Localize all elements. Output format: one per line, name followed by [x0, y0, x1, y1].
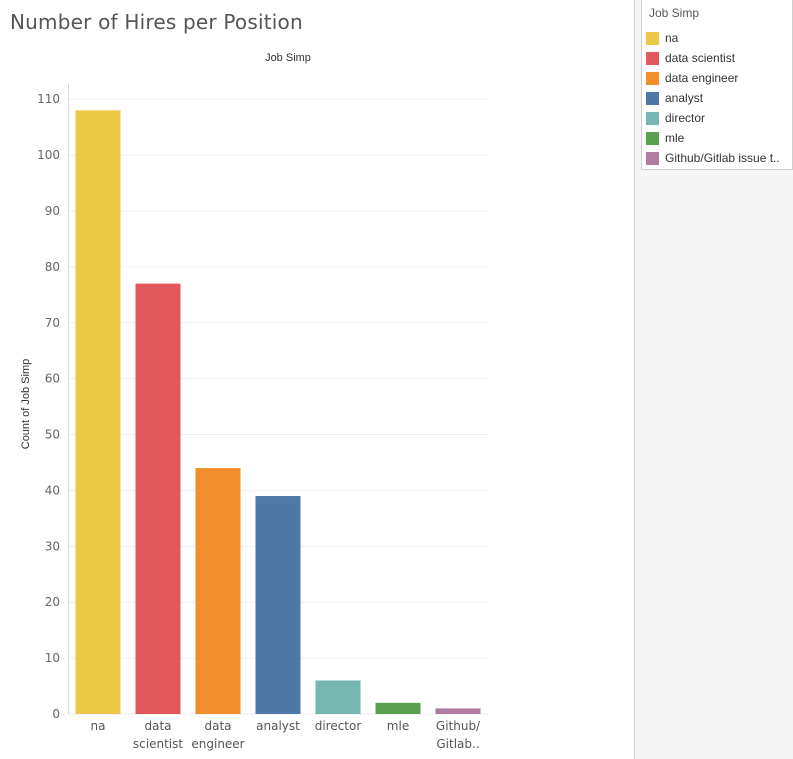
bar-mle[interactable] — [375, 702, 421, 714]
y-tick-label: 50 — [45, 428, 60, 442]
legend-swatch — [646, 52, 659, 65]
legend-swatch — [646, 32, 659, 45]
y-tick-label: 0 — [52, 707, 60, 721]
legend-swatch — [646, 132, 659, 145]
legend-title: Job Simp — [649, 6, 700, 20]
chart-title: Number of Hires per Position — [10, 10, 303, 34]
bar-na[interactable] — [75, 110, 121, 715]
legend-label: Github/Gitlab issue t.. — [665, 151, 780, 165]
x-tick-label: data — [144, 719, 171, 733]
bar-director[interactable] — [315, 680, 361, 714]
x-tick-label: scientist — [133, 737, 183, 751]
legend-label: data engineer — [665, 71, 739, 85]
legend-swatch — [646, 72, 659, 85]
y-tick-label: 70 — [45, 316, 60, 330]
legend-item[interactable]: data scientist — [646, 51, 793, 66]
legend-label: na — [665, 31, 679, 45]
x-tick-label: mle — [387, 719, 409, 733]
legend-item[interactable]: na — [646, 31, 793, 46]
y-tick-label: 10 — [45, 651, 60, 665]
legend[interactable]: Job Simp na data scientist data engineer an… — [641, 0, 793, 170]
legend-label: mle — [665, 131, 685, 145]
x-tick-label: Github/ — [436, 719, 481, 733]
panel-divider — [634, 0, 635, 759]
y-tick-label: 20 — [45, 595, 60, 609]
x-tick-label: director — [315, 719, 362, 733]
y-tick-label: 60 — [45, 372, 60, 386]
legend-swatch — [646, 112, 659, 125]
x-tick-label: na — [91, 719, 106, 733]
y-axis-label: Count of Job Simp — [20, 359, 32, 450]
y-tick-label: 30 — [45, 539, 60, 553]
bar-analyst[interactable] — [255, 496, 301, 714]
legend-item[interactable]: analyst — [646, 91, 793, 106]
y-tick-label: 80 — [45, 260, 60, 274]
legend-swatch — [646, 92, 659, 105]
y-tick-label: 100 — [37, 148, 60, 162]
legend-swatch — [646, 152, 659, 165]
x-tick-label: Gitlab.. — [436, 737, 479, 751]
bar-data-scientist[interactable] — [135, 283, 181, 714]
legend-item[interactable]: data engineer — [646, 71, 793, 86]
legend-item[interactable]: Github/Gitlab issue t.. — [646, 151, 793, 166]
y-tick-label: 110 — [37, 92, 60, 106]
x-tick-label: data — [204, 719, 231, 733]
legend-label: director — [665, 111, 706, 125]
legend-item[interactable]: mle — [646, 131, 793, 146]
bar-data-engineer[interactable] — [195, 468, 241, 714]
bar-github-gitlab-issue-t-[interactable] — [435, 708, 481, 714]
chart-header: Job Simp — [265, 52, 311, 64]
bar-chart: Job Simp 0 10 20 30 40 50 60 70 80 90 100 110 Count o… — [20, 52, 488, 751]
y-tick-label: 90 — [45, 204, 60, 218]
legend-item[interactable]: director — [646, 111, 793, 126]
x-tick-label: engineer — [191, 737, 244, 751]
x-tick-label: analyst — [256, 719, 300, 733]
y-tick-label: 40 — [45, 483, 60, 497]
legend-label: analyst — [665, 91, 704, 105]
legend-label: data scientist — [665, 51, 736, 65]
